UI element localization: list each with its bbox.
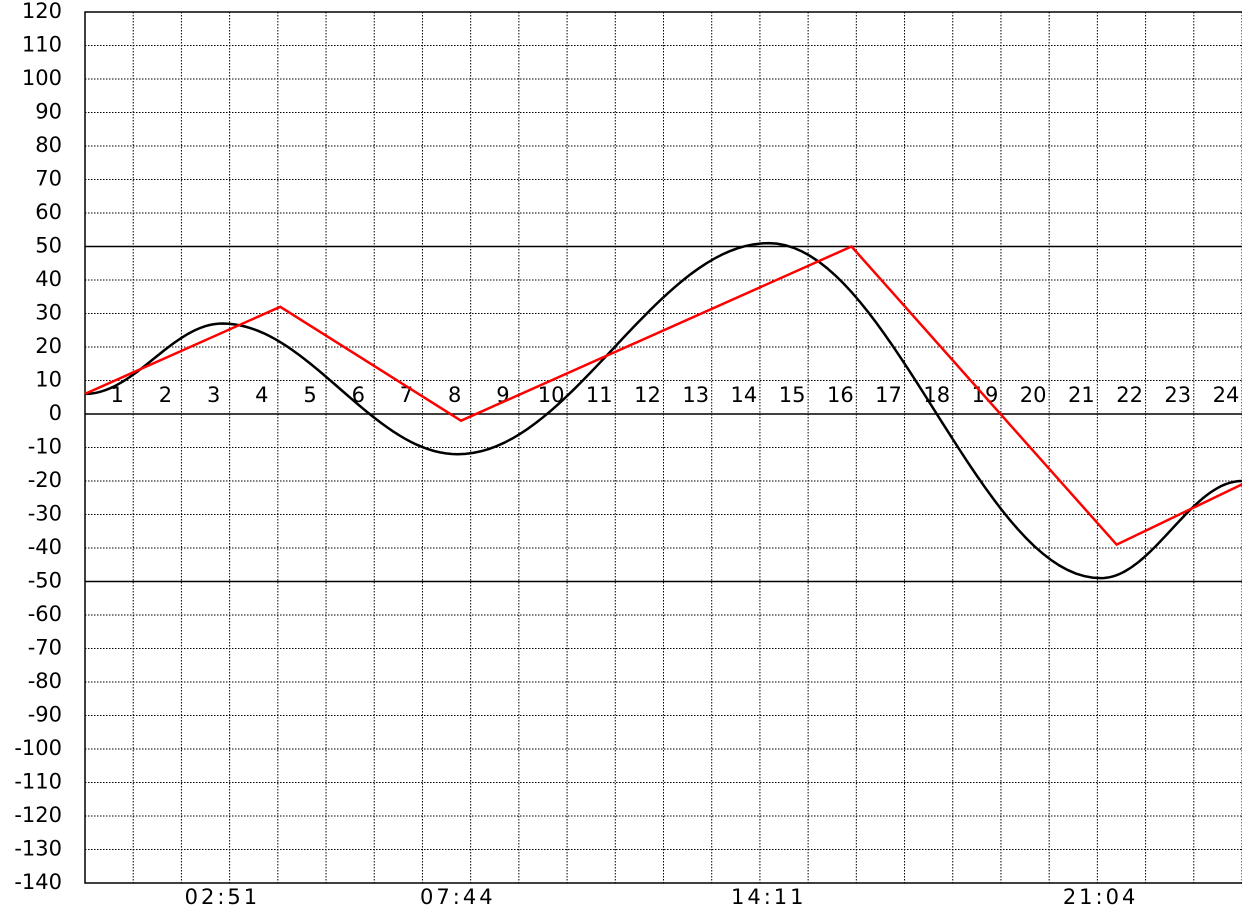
y-tick-label: -90 [28, 703, 62, 727]
y-tick-label: -10 [28, 435, 62, 459]
y-tick-label: -80 [28, 669, 62, 693]
tide-line [84, 241, 1242, 580]
x-tick-label: 3 [207, 383, 220, 407]
y-tick-label: 80 [35, 133, 62, 157]
y-tick-label: 0 [49, 401, 62, 425]
y-tick-label: 120 [22, 0, 62, 23]
y-tick-label: -70 [28, 636, 62, 660]
y-tick-label: -140 [14, 870, 62, 894]
x-tick-label: 22 [1116, 383, 1143, 407]
y-tick-label: -20 [28, 468, 62, 492]
y-tick-label: -110 [14, 770, 62, 794]
y-tick-label: 70 [35, 167, 62, 191]
y-tick-label: 90 [35, 100, 62, 124]
time-label: 21:04 [1063, 885, 1139, 909]
x-tick-label: 2 [159, 383, 172, 407]
y-tick-label: 30 [35, 301, 62, 325]
y-tick-label: 20 [35, 334, 62, 358]
x-tick-label: 16 [827, 383, 854, 407]
tide-line [84, 244, 1242, 547]
x-tick-label: 15 [779, 383, 806, 407]
y-tick-label: -130 [14, 837, 62, 861]
y-tick-label: 100 [22, 66, 62, 90]
y-tick-label: 40 [35, 267, 62, 291]
x-tick-label: 1 [111, 383, 124, 407]
y-tick-label: -40 [28, 535, 62, 559]
x-tick-label: 24 [1213, 383, 1240, 407]
y-tick-label: 60 [35, 200, 62, 224]
x-tick-label: 8 [448, 383, 461, 407]
x-tick-label: 21 [1068, 383, 1095, 407]
x-tick-label: 23 [1164, 383, 1191, 407]
x-tick-label: 4 [255, 383, 268, 407]
x-tick-label: 5 [303, 383, 316, 407]
x-tick-label: 13 [682, 383, 709, 407]
x-tick-label: 17 [875, 383, 902, 407]
x-tick-label: 12 [634, 383, 661, 407]
y-tick-label: -60 [28, 602, 62, 626]
time-label: 14:11 [731, 885, 807, 909]
x-tick-label: 20 [1020, 383, 1047, 407]
y-tick-label: 50 [35, 234, 62, 258]
x-tick-label: 14 [731, 383, 758, 407]
y-tick-label: -120 [14, 803, 62, 827]
x-tick-label: 11 [586, 383, 613, 407]
time-label: 02:51 [185, 885, 261, 909]
y-tick-label: 10 [35, 368, 62, 392]
y-tick-label: 110 [22, 33, 62, 57]
x-tick-label: 18 [923, 383, 950, 407]
y-tick-label: -50 [28, 569, 62, 593]
time-label: 07:44 [420, 885, 496, 909]
y-tick-label: -30 [28, 502, 62, 526]
plot-frame [84, 11, 1242, 884]
y-tick-label: -100 [14, 736, 62, 760]
